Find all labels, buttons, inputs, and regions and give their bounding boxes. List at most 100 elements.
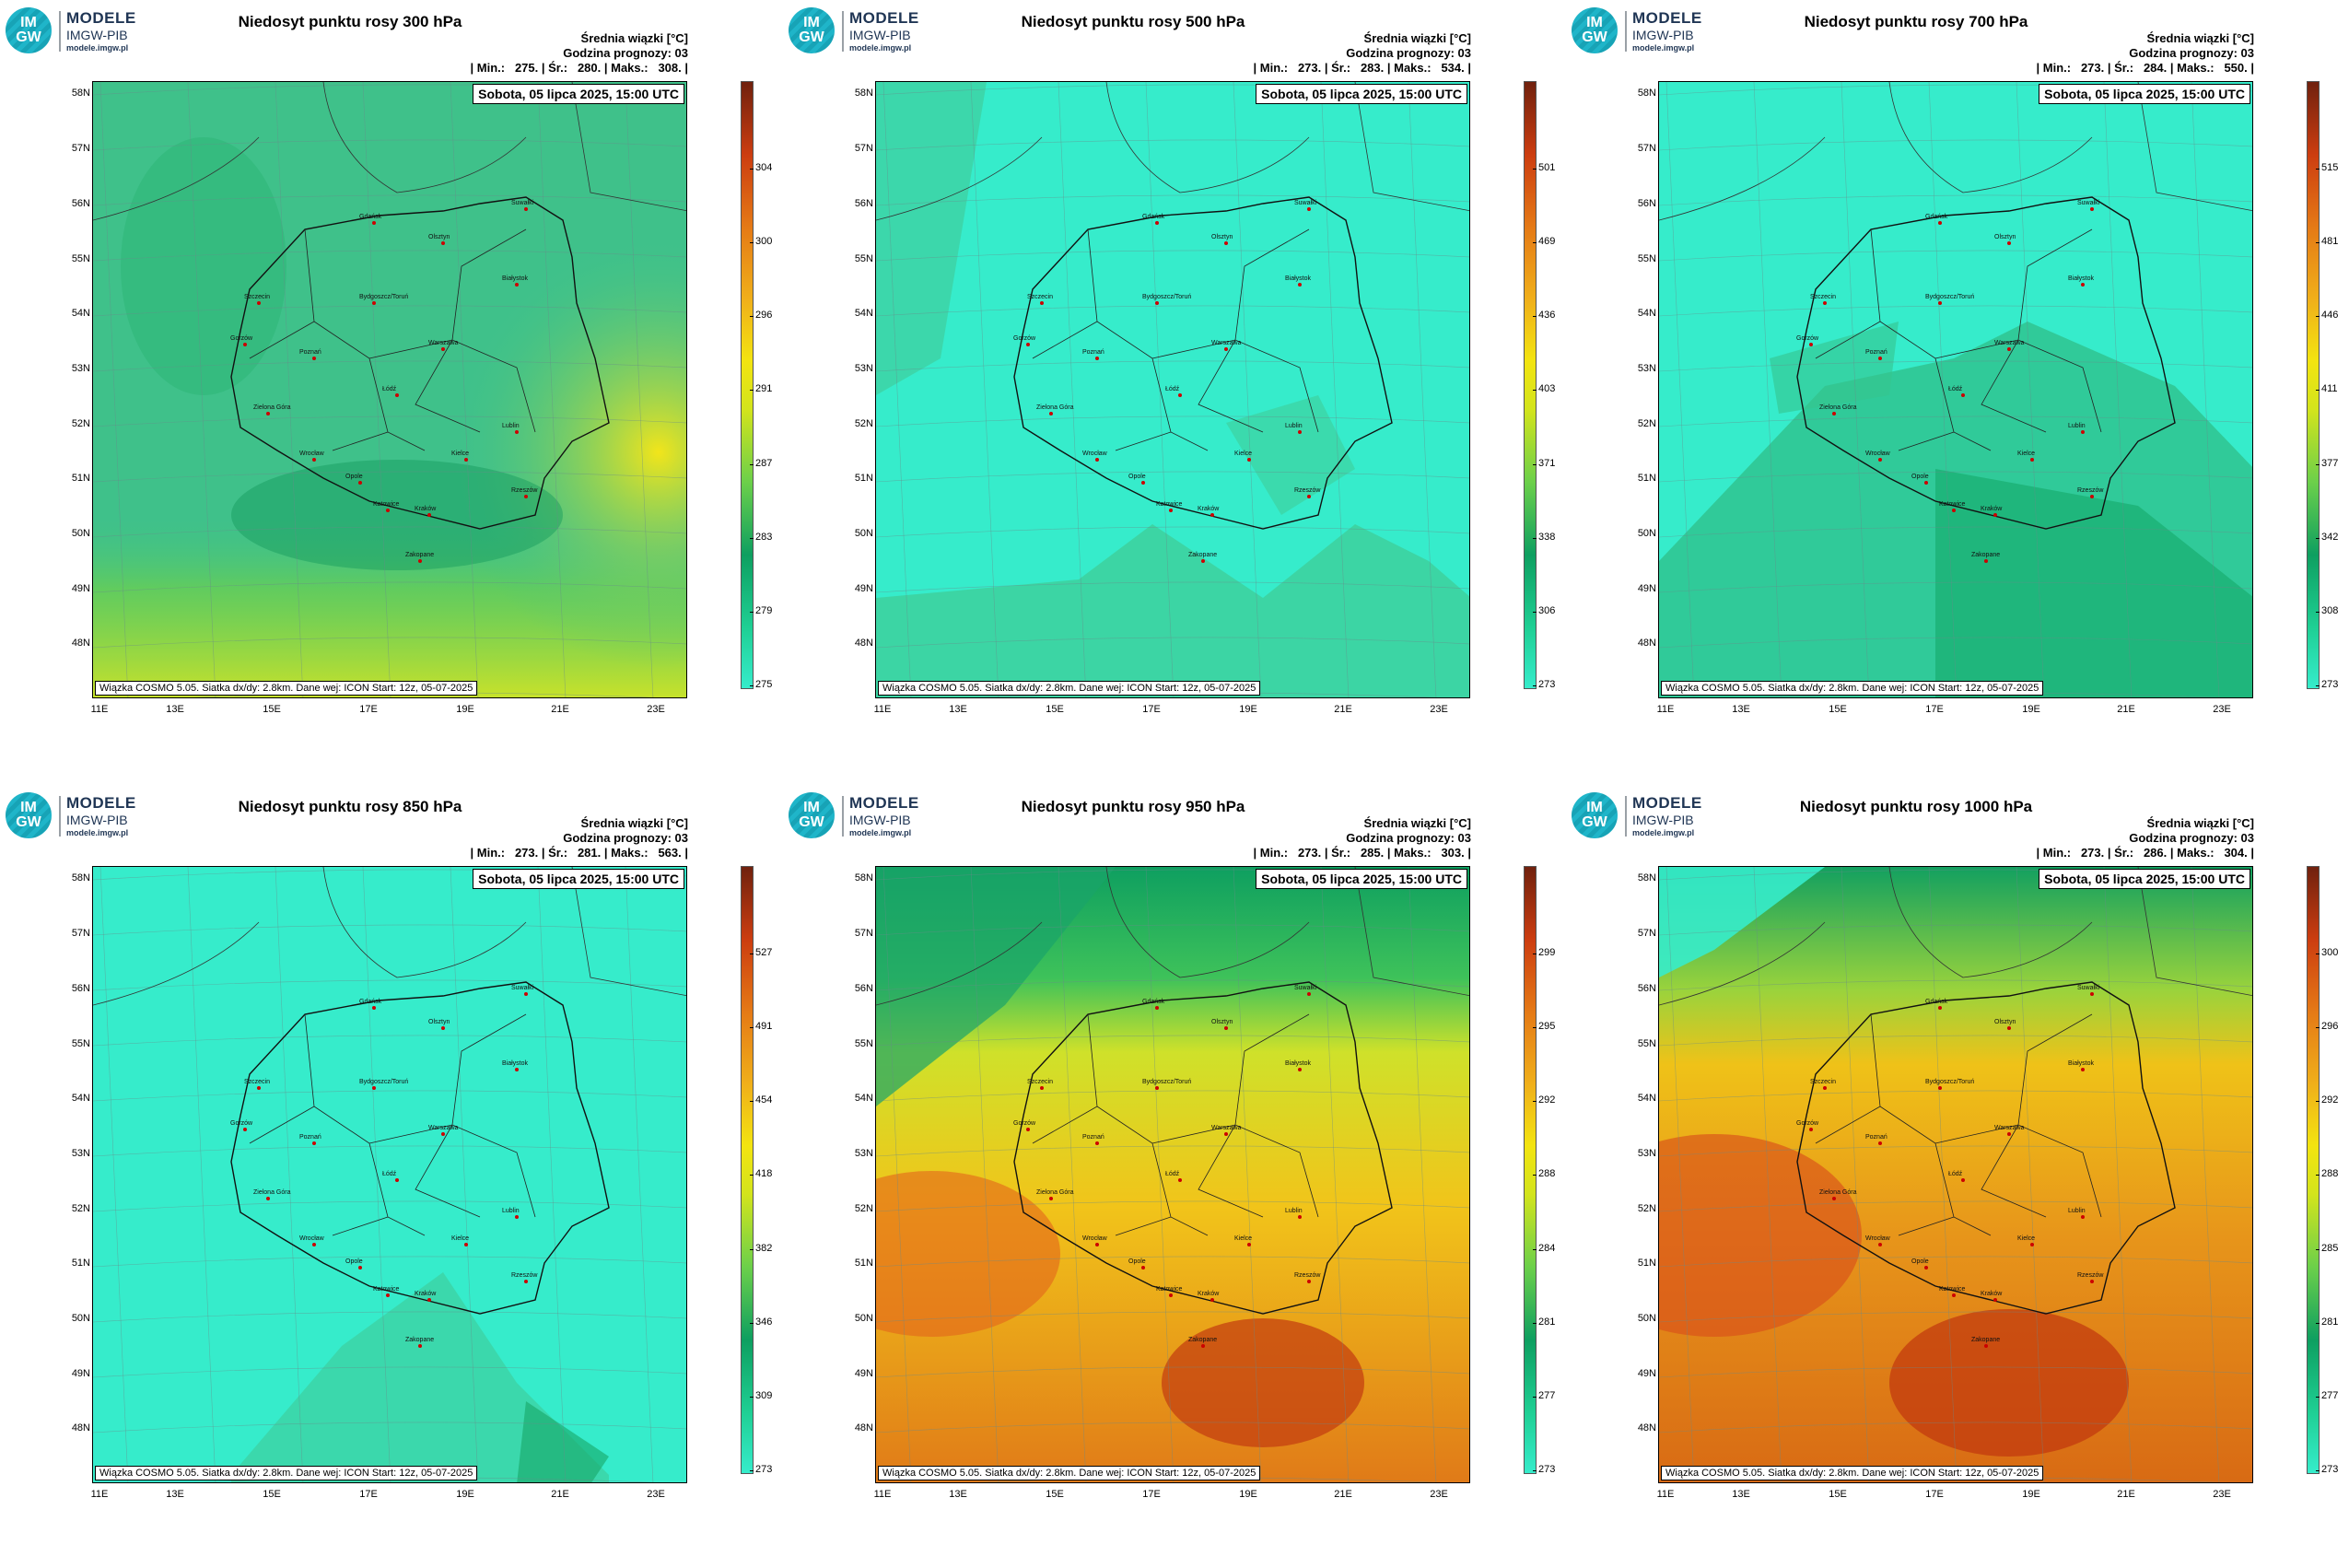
city-marker: Wrocław: [1082, 1235, 1108, 1246]
svg-text:Szczecin: Szczecin: [1810, 1079, 1836, 1085]
colorbar-label: 481: [2321, 236, 2339, 247]
svg-text:Kielce: Kielce: [2017, 1235, 2035, 1242]
logo-org: IMGW-PIB: [66, 813, 128, 827]
colorbar-label: 292: [1538, 1094, 1556, 1106]
city-marker: Bydgoszcz/Toruń: [1925, 1079, 1974, 1090]
colorbar-tick: [2316, 242, 2320, 243]
forecast-panel: IM GW MODELE IMGW-PIB modele.imgw.pl Nied…: [1566, 0, 2349, 783]
svg-text:Lublin: Lublin: [502, 423, 520, 429]
city-marker: Warszawa: [428, 1125, 459, 1136]
logo-url: modele.imgw.pl: [66, 43, 129, 53]
svg-text:Opole: Opole: [1128, 1258, 1146, 1265]
svg-text:Wrocław: Wrocław: [299, 1235, 325, 1242]
longitude-label: 13E: [949, 704, 967, 715]
stat-min: 273.: [2080, 846, 2105, 860]
city-marker: Katowice: [1939, 1286, 1966, 1297]
colorbar-label: 273: [2321, 1464, 2339, 1475]
forecast-hour: Godzina prognozy: 03: [2129, 831, 2254, 845]
svg-text:Rzeszów: Rzeszów: [511, 1272, 538, 1279]
mean-label: Średnia wiązki [°C]: [2146, 816, 2254, 830]
longitude-label: 17E: [359, 704, 378, 715]
city-marker: Suwałki: [2077, 200, 2100, 211]
colorbar-label: 342: [2321, 532, 2339, 543]
svg-text:Warszawa: Warszawa: [428, 340, 459, 346]
poland-border: [1796, 981, 2176, 1315]
voivodeship-borders: [1815, 1013, 2102, 1236]
stats-line: | Min.: 273. | Śr.: 284. | Maks.: 550. |: [2036, 61, 2254, 75]
panel-title: Niedosyt punktu rosy 700 hPa: [1804, 13, 2028, 30]
longitude-label: 13E: [1732, 704, 1750, 715]
logo-org: IMGW-PIB: [1632, 28, 1694, 42]
city-marker: Wrocław: [299, 451, 325, 462]
svg-text:Poznań: Poznań: [1082, 349, 1104, 356]
svg-text:Olsztyn: Olsztyn: [1994, 234, 2016, 240]
svg-text:Rzeszów: Rzeszów: [511, 487, 538, 494]
colorbar-label: 346: [755, 1316, 773, 1328]
map-area: Gdańsk Suwałki Olsztyn Szczecin Bydgoszcz/To…: [875, 866, 1470, 1483]
svg-text:Opole: Opole: [345, 1258, 363, 1265]
latitude-label: 52N: [71, 1203, 90, 1214]
logo-org: IMGW-PIB: [849, 28, 911, 42]
stat-max: 303.: [1441, 846, 1465, 860]
city-marker: Bydgoszcz/Toruń: [359, 1079, 408, 1090]
city-marker: Gorzów: [230, 1120, 253, 1131]
mean-label: Średnia wiązki [°C]: [580, 816, 688, 830]
poland-border: [230, 981, 610, 1315]
colorbar-label: 300: [2321, 947, 2339, 958]
longitude-label: 17E: [359, 1489, 378, 1500]
city-marker: Rzeszów: [2077, 1272, 2104, 1283]
city-marker: Rzeszów: [1294, 487, 1321, 498]
colorbar-label: 296: [2321, 1021, 2339, 1032]
latitude-label: 49N: [854, 583, 873, 594]
model-footer: Wiązka COSMO 5.05. Siatka dx/dy: 2.8km. …: [1661, 681, 2044, 696]
colorbar-tick: [2316, 1101, 2320, 1102]
city-marker: Kielce: [1234, 451, 1252, 462]
city-marker: Białystok: [1285, 275, 1312, 287]
city-marker: Warszawa: [1994, 1125, 2025, 1136]
svg-text:Gorzów: Gorzów: [1013, 335, 1036, 342]
city-marker: Lublin: [502, 1208, 520, 1219]
city-marker: Lublin: [2068, 1208, 2086, 1219]
city-marker: Opole: [345, 474, 363, 485]
latitude-label: 48N: [71, 1422, 90, 1433]
voivodeship-borders: [249, 1013, 536, 1236]
city-marker: Wrocław: [1865, 1235, 1891, 1246]
stats-line: | Min.: 273. | Śr.: 285. | Maks.: 303. |: [1253, 846, 1471, 860]
city-marker: Białystok: [1285, 1060, 1312, 1071]
svg-text:Rzeszów: Rzeszów: [1294, 487, 1321, 494]
latitude-label: 57N: [854, 143, 873, 154]
colorbar-tick: [2316, 612, 2320, 613]
city-marker: Poznań: [1865, 1134, 1887, 1145]
stat-avg: 284.: [2143, 61, 2168, 75]
city-marker: Gorzów: [1013, 1120, 1036, 1131]
stat-avg: 283.: [1360, 61, 1385, 75]
city-marker: Kielce: [451, 451, 469, 462]
longitude-label: 23E: [1430, 1489, 1448, 1500]
stat-max: 534.: [1441, 61, 1465, 75]
imgw-logo-icon: IM GW: [1572, 792, 1618, 838]
colorbar-tick: [1533, 612, 1537, 613]
stats-line: | Min.: 273. | Śr.: 283. | Maks.: 534. |: [1253, 61, 1471, 75]
voivodeship-borders: [249, 228, 536, 451]
city-marker: Zakopane: [405, 1337, 434, 1348]
model-footer: Wiązka COSMO 5.05. Siatka dx/dy: 2.8km. …: [95, 681, 478, 696]
longitude-label: 15E: [1829, 1489, 1847, 1500]
forecast-datetime: Sobota, 05 lipca 2025, 15:00 UTC: [473, 84, 684, 104]
svg-text:Olsztyn: Olsztyn: [1211, 234, 1233, 240]
latitude-label: 56N: [1637, 983, 1656, 994]
city-marker: Suwałki: [1294, 985, 1317, 996]
latitude-label: 51N: [1637, 1258, 1656, 1269]
stat-min: 273.: [1297, 846, 1322, 860]
city-marker: Gorzów: [1013, 335, 1036, 346]
colorbar-label: 446: [2321, 310, 2339, 321]
colorbar-tick: [2316, 1323, 2320, 1324]
latitude-label: 54N: [1637, 308, 1656, 319]
latitude-label: 53N: [854, 363, 873, 374]
city-marker: Lublin: [1285, 423, 1303, 434]
colorbar-label: 292: [2321, 1094, 2339, 1106]
colorbar-tick: [2316, 316, 2320, 317]
city-marker: Zielona Góra: [253, 404, 291, 415]
stats-line: | Min.: 275. | Śr.: 280. | Maks.: 308. |: [470, 61, 688, 75]
imgw-logo-icon: IM GW: [1572, 7, 1618, 53]
logo-brand: MODELE: [66, 9, 136, 27]
